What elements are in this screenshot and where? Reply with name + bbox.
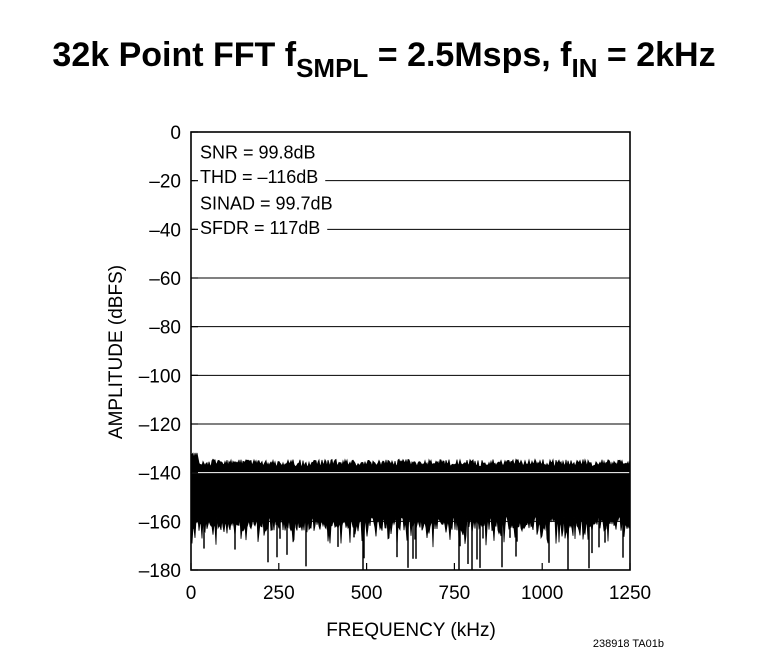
x-axis-label: FREQUENCY (kHz)	[326, 620, 496, 641]
y-tick-label: –140	[139, 464, 181, 485]
x-tick-label: 1250	[609, 583, 651, 604]
chart-title: 32k Point FFT fSMPL = 2.5Msps, fIN = 2kH…	[52, 36, 715, 83]
y-tick-label: 0	[170, 123, 181, 144]
y-tick-label: –160	[139, 512, 181, 533]
x-tick-label: 250	[263, 583, 295, 604]
chart-title-end: = 2kHz	[597, 36, 715, 74]
y-tick-label: –80	[149, 318, 181, 339]
y-tick-label: –60	[149, 269, 181, 290]
y-tick-label: –100	[139, 366, 181, 387]
stat-annotation: THD = –116dB	[200, 167, 318, 187]
y-axis-label: AMPLITUDE (dBFS)	[106, 265, 127, 439]
chart-title-sub1: SMPL	[296, 53, 368, 83]
y-tick-label: –180	[139, 561, 181, 582]
y-axis-ticks: 0 –20 –40 –60 –80 –100 –120 –140 –160 –180	[139, 123, 198, 582]
x-tick-label: 750	[439, 583, 471, 604]
plot-frame	[190, 131, 631, 571]
noise-floor-trace	[190, 452, 631, 548]
y-tick-label: –20	[149, 172, 181, 193]
chart-title-main: 32k Point FFT f	[52, 36, 296, 74]
stat-background	[195, 165, 326, 187]
chart-title-mid: = 2.5Msps, f	[368, 36, 572, 74]
x-axis-ticks: 0 250 500 750 1000 1250	[186, 563, 651, 604]
y-tick-label: –120	[139, 415, 181, 436]
stat-annotation: SINAD = 99.7dB	[200, 194, 333, 214]
stats-annotations: SNR = 99.8dB THD = –116dB SINAD = 99.7dB SF…	[200, 142, 333, 237]
stat-annotation: SFDR = 117dB	[200, 218, 320, 238]
figure-code: 238918 TA01b	[593, 638, 664, 650]
x-tick-label: 0	[186, 583, 197, 604]
stat-background	[195, 216, 328, 238]
stats-background	[195, 141, 340, 238]
chart-title-sub2: IN	[571, 53, 597, 83]
fft-spectrum	[190, 452, 631, 570]
x-tick-label: 500	[351, 583, 383, 604]
y-tick-label: –40	[149, 220, 181, 241]
stat-background	[195, 141, 323, 163]
stat-annotation: SNR = 99.8dB	[200, 142, 316, 162]
x-tick-label: 1000	[521, 583, 563, 604]
stat-background	[195, 192, 340, 214]
